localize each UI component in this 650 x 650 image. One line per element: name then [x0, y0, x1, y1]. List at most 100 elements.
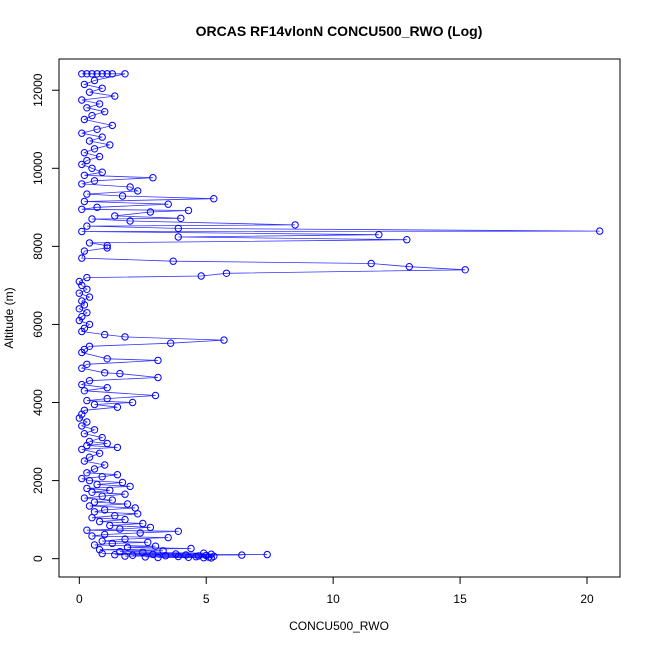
data-point	[83, 70, 91, 78]
data-point	[85, 476, 94, 485]
data-point	[88, 111, 96, 120]
data-point	[121, 333, 129, 341]
data-point	[101, 461, 109, 469]
data-point	[121, 535, 129, 543]
data-point	[90, 76, 99, 85]
data-point	[80, 115, 89, 124]
data-point	[164, 200, 172, 208]
x-tick-label: 20	[580, 592, 594, 606]
data-point	[103, 355, 111, 363]
data-point	[123, 500, 132, 508]
data-point	[108, 121, 117, 130]
data-point	[106, 486, 114, 494]
data-point	[75, 277, 84, 286]
x-tick-label: 10	[326, 592, 340, 606]
data-point	[134, 187, 142, 195]
y-tick-label: 10000	[31, 151, 45, 185]
data-point	[596, 227, 604, 235]
data-point	[126, 482, 134, 491]
data-point	[95, 152, 104, 161]
data-point	[93, 480, 101, 489]
y-tick-label: 2000	[31, 467, 45, 494]
data-point	[146, 523, 155, 532]
data-point	[83, 104, 91, 112]
data-point	[78, 70, 86, 78]
data-point	[184, 206, 193, 215]
data-point	[375, 231, 383, 239]
data-point	[126, 183, 134, 191]
data-point	[154, 373, 162, 382]
data-point	[75, 316, 84, 325]
data-point	[101, 506, 109, 514]
data-point	[291, 221, 299, 229]
data-point	[113, 403, 122, 411]
data-point	[90, 498, 99, 506]
data-point	[78, 327, 86, 336]
data-point	[101, 369, 109, 377]
data-point	[154, 553, 162, 562]
data-point	[101, 530, 109, 539]
data-point	[80, 430, 89, 438]
data-point	[83, 190, 91, 198]
data-point	[90, 177, 99, 185]
data-point	[83, 526, 91, 534]
data-point	[167, 339, 175, 347]
data-point	[78, 422, 86, 430]
data-point	[367, 259, 375, 268]
data-point	[151, 542, 160, 550]
data-point	[93, 70, 101, 78]
data-point	[95, 449, 104, 457]
data-point	[95, 517, 104, 526]
data-point	[174, 233, 183, 241]
data-point	[187, 544, 195, 553]
data-point	[78, 380, 86, 389]
data-point	[111, 551, 119, 559]
data-point	[169, 257, 177, 265]
data-point	[83, 273, 91, 282]
data-point	[98, 133, 106, 141]
data-point	[197, 272, 205, 280]
data-point	[108, 496, 117, 504]
data-point	[88, 514, 96, 522]
data-point	[80, 171, 89, 180]
data-point	[98, 84, 106, 93]
data-point	[222, 269, 231, 277]
data-point	[149, 174, 157, 182]
data-point	[83, 396, 91, 405]
data-series	[75, 70, 604, 562]
y-axis-label: Altitude (m)	[2, 287, 16, 348]
data-point	[98, 473, 106, 481]
y-tick-label: 6000	[31, 311, 45, 338]
data-point	[83, 309, 91, 317]
data-point	[78, 96, 86, 104]
data-point	[405, 263, 413, 271]
data-point	[95, 546, 104, 554]
data-point	[88, 532, 96, 540]
y-tick-label: 8000	[31, 233, 45, 260]
data-point	[146, 208, 155, 216]
data-point	[113, 443, 122, 452]
data-point	[103, 70, 111, 78]
data-point	[78, 160, 86, 169]
data-point	[83, 222, 91, 230]
data-point	[88, 215, 96, 223]
series-line	[78, 73, 600, 559]
data-point	[85, 437, 94, 446]
data-point	[98, 492, 106, 500]
data-point	[174, 552, 183, 561]
data-point	[80, 387, 89, 395]
data-point	[139, 519, 147, 528]
data-point	[182, 551, 190, 559]
data-point	[177, 214, 185, 223]
data-point	[80, 301, 89, 309]
data-point	[210, 195, 218, 203]
data-point	[78, 227, 86, 236]
data-point	[403, 236, 411, 244]
data-point	[88, 488, 96, 496]
data-point	[80, 247, 89, 255]
data-point	[118, 192, 127, 200]
data-point	[103, 241, 111, 250]
data-point	[108, 70, 117, 78]
data-point	[154, 356, 162, 365]
data-point	[78, 129, 86, 137]
